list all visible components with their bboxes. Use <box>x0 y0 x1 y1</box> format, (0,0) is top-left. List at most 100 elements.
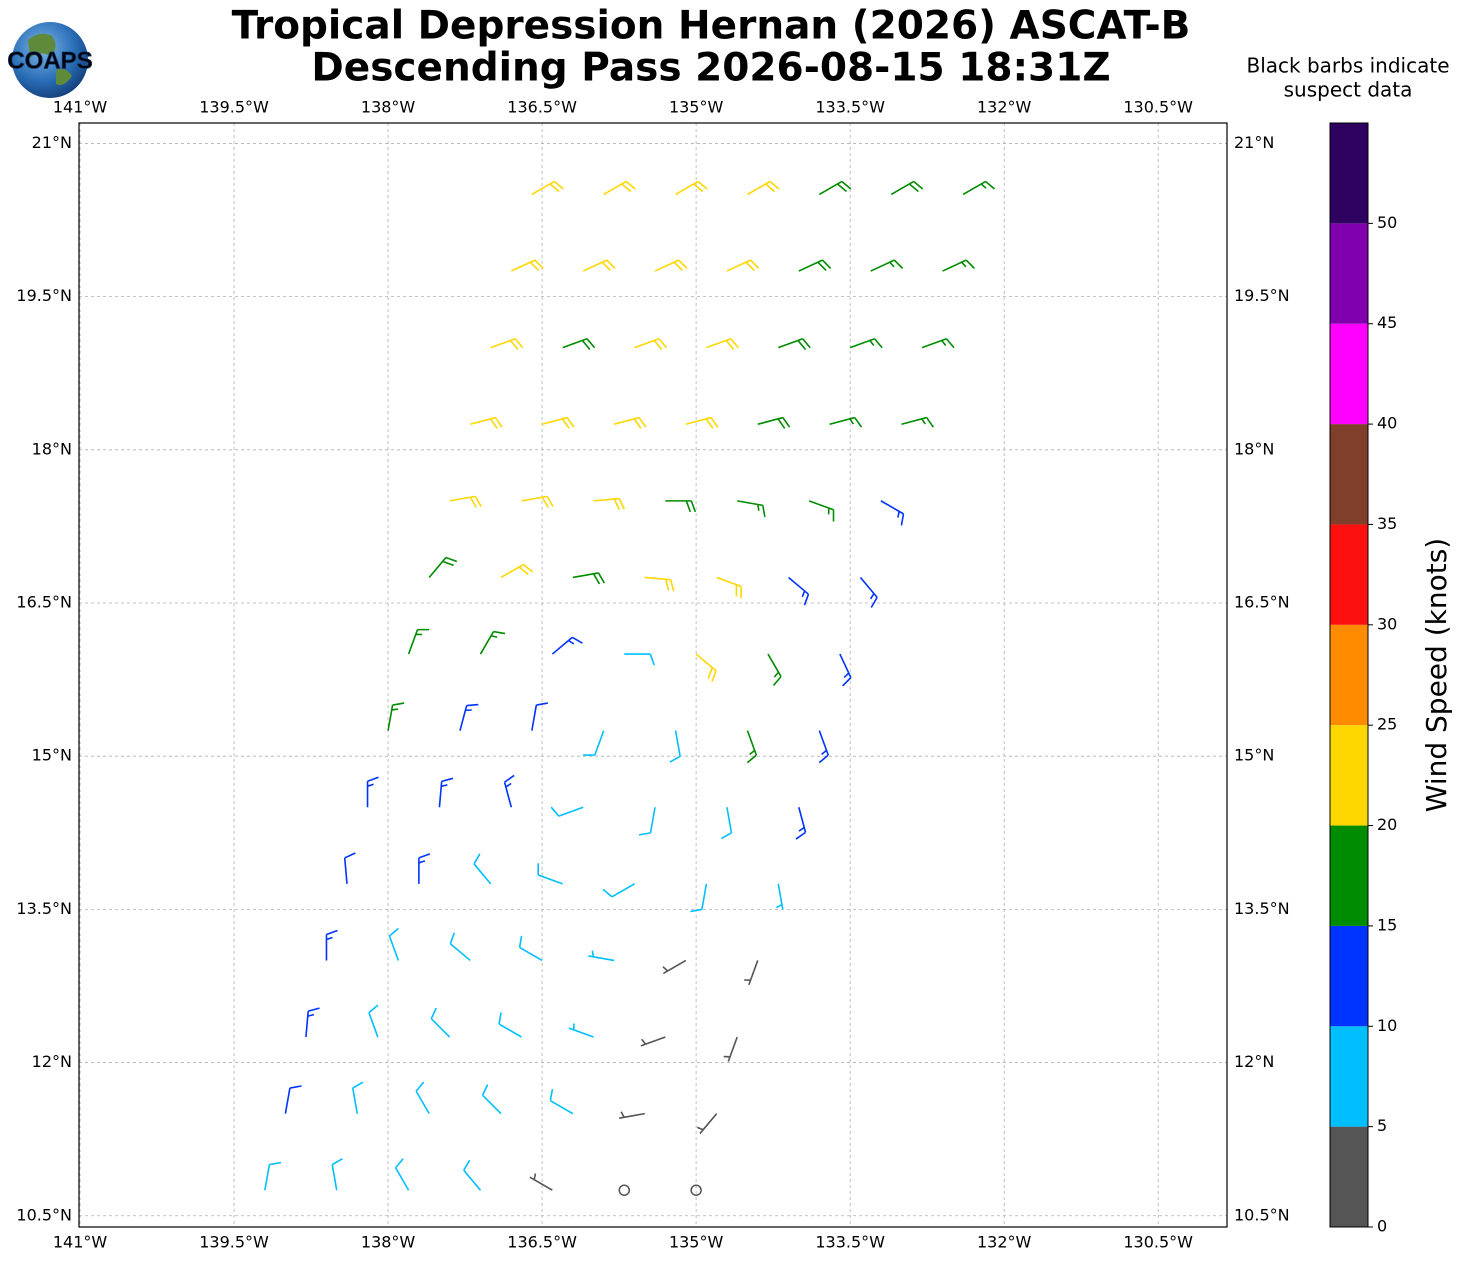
colorbar-segment <box>1330 524 1368 625</box>
wind-barb <box>449 932 471 962</box>
colorbar-segment <box>1330 725 1368 826</box>
wind-barb <box>428 556 458 578</box>
wind-barb <box>720 807 733 840</box>
colorbar-tick-label: 10 <box>1377 1016 1397 1035</box>
wind-barb <box>510 259 544 272</box>
y-tick-label: 16.5°N <box>1234 593 1290 612</box>
wind-barb <box>305 1007 320 1038</box>
wind-barb <box>490 338 524 350</box>
x-tick-label: 139.5°W <box>199 1233 269 1252</box>
x-tick-label: 138°W <box>361 98 416 117</box>
wind-barb <box>808 500 835 522</box>
wind-barb <box>481 1084 502 1115</box>
y-tick-label: 21°N <box>1234 133 1274 152</box>
x-tick-label: 132°W <box>977 1233 1032 1252</box>
wind-barb <box>264 1161 282 1191</box>
wind-barb <box>550 806 584 817</box>
wind-barb <box>415 1081 430 1115</box>
x-tick-label: 132°W <box>977 98 1032 117</box>
wind-barb <box>503 774 515 808</box>
wind-barb <box>541 416 575 429</box>
wind-barb <box>387 702 405 731</box>
y-tick-label: 21°N <box>32 133 72 152</box>
colorbar-segment <box>1330 825 1368 926</box>
x-tick-label: 130.5°W <box>1123 1233 1193 1252</box>
wind-barb <box>572 572 606 585</box>
colorbar-tick-label: 5 <box>1377 1116 1387 1135</box>
logo-text: COAPS <box>7 47 92 74</box>
wind-barb <box>438 777 454 808</box>
wind-barb <box>619 1111 645 1119</box>
y-tick-label: 16.5°N <box>16 593 72 612</box>
colorbar-tick-label: 30 <box>1377 614 1397 633</box>
wind-barb <box>654 259 688 272</box>
wind-barb <box>602 883 635 898</box>
wind-barb <box>343 852 356 884</box>
wind-barb <box>479 630 506 655</box>
wind-barb <box>325 929 338 961</box>
y-tick-label: 15°N <box>1234 746 1274 765</box>
wind-barb <box>498 1012 522 1038</box>
wind-barb <box>449 495 482 508</box>
wind-barb <box>366 776 379 808</box>
colorbar-segment <box>1330 424 1368 525</box>
x-tick-label: 138°W <box>361 1233 416 1252</box>
colorbar-tick-label: 50 <box>1377 213 1397 232</box>
wind-barb <box>640 1036 666 1047</box>
wind-barb <box>531 180 564 196</box>
wind-barb <box>675 180 708 196</box>
wind-barb <box>638 807 656 836</box>
wind-barb <box>921 338 955 349</box>
wind-barb <box>568 1023 594 1038</box>
wind-barb <box>562 338 596 350</box>
wind-barb <box>588 950 615 962</box>
colorbar-label: Wind Speed (knots) <box>1420 538 1453 812</box>
colorbar: 0 5 10 15 20 25 30 35 40 45 50 <box>1329 122 1397 1236</box>
wind-barb <box>849 338 883 349</box>
wind-barb <box>470 416 503 429</box>
colorbar-segment <box>1330 1126 1368 1227</box>
wind-barb <box>662 959 687 975</box>
wind-barb <box>473 853 492 885</box>
wind-barb <box>870 259 904 272</box>
wind-barb <box>775 883 784 910</box>
x-tick-label: 141°W <box>53 98 108 117</box>
chart-title: Tropical Depression Hernan (2026) ASCAT-… <box>232 4 1191 49</box>
colorbar-segment <box>1330 123 1368 224</box>
x-tick-label: 133.5°W <box>815 1233 885 1252</box>
wind-barb <box>368 1004 379 1038</box>
wind-barb <box>901 416 934 428</box>
colorbar-tick-label: 15 <box>1377 915 1397 934</box>
wind-barb <box>284 1085 302 1114</box>
wind-barb <box>818 730 829 764</box>
wind-barb <box>407 628 430 655</box>
wind-barb <box>351 1081 364 1114</box>
colorbar-segment <box>1330 1026 1368 1127</box>
wind-barb <box>744 960 759 986</box>
wind-barb <box>798 259 832 272</box>
wind-barb <box>331 1158 343 1191</box>
wind-barb <box>418 853 431 884</box>
wind-barb <box>624 653 656 666</box>
colorbar-segment <box>1330 323 1368 425</box>
colorbar-tick-label: 20 <box>1377 815 1397 834</box>
map-plot <box>79 123 1227 1227</box>
y-tick-label: 13.5°N <box>16 899 72 918</box>
wind-barb <box>788 576 810 606</box>
wind-barb <box>880 500 905 526</box>
wind-barb <box>706 338 739 350</box>
annotation: Black barbs indicate <box>1247 54 1450 78</box>
wind-barb <box>459 703 479 731</box>
wind-barb <box>644 576 675 592</box>
x-tick-label: 141°W <box>53 1233 108 1252</box>
wind-barb <box>463 1159 482 1191</box>
wind-barb <box>757 416 791 429</box>
x-tick-label: 133.5°W <box>815 98 885 117</box>
y-tick-label: 10.5°N <box>1234 1205 1290 1224</box>
wind-barb <box>726 259 760 272</box>
x-tick-label: 130.5°W <box>1123 98 1193 117</box>
wind-barb <box>690 883 708 913</box>
wind-barb <box>778 338 811 350</box>
x-tick-label: 135°W <box>669 98 724 117</box>
wind-barb <box>388 927 400 961</box>
